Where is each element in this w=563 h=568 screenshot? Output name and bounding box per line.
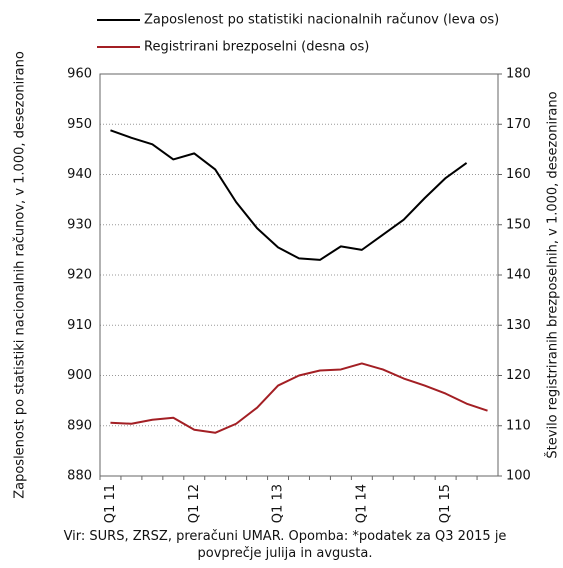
y2-tick-label: 120 <box>506 368 531 383</box>
y-tick-label: 950 <box>67 117 92 132</box>
y-tick-label: 940 <box>67 167 92 182</box>
y2-axis-label: Število registriranih brezposelnih, v 1.… <box>545 91 561 458</box>
y2-tick-label: 140 <box>506 268 531 283</box>
plot-frame <box>99 73 499 477</box>
x-tick-label: Q1 13 <box>271 484 286 523</box>
y2-tick-label: 130 <box>506 318 531 333</box>
y2-tick-label: 110 <box>506 418 531 433</box>
legend-label: Zaposlenost po statistiki nacionalnih ra… <box>144 13 499 28</box>
x-tick-label: Q1 12 <box>187 484 202 523</box>
x-tick-label: Q1 14 <box>354 484 369 523</box>
series-line <box>110 129 468 261</box>
y-tick-label: 890 <box>67 418 92 433</box>
x-tick-label: Q1 15 <box>438 484 453 523</box>
legend-label: Registrirani brezposelni (desna os) <box>144 40 369 55</box>
y2-tick-label: 150 <box>506 217 531 232</box>
y-tick-label: 900 <box>67 368 92 383</box>
y2-tick-label: 160 <box>506 167 531 182</box>
y2-tick-label: 170 <box>506 117 531 132</box>
x-tick-label: Q1 11 <box>103 484 118 523</box>
y-tick-label: 920 <box>67 268 92 283</box>
y-tick-label: 880 <box>67 469 92 484</box>
y-axis-label: Zaposlenost po statistiki nacionalnih ra… <box>13 51 28 499</box>
y2-tick-label: 100 <box>506 469 531 484</box>
y-tick-label: 960 <box>67 67 92 82</box>
source-note: Vir: SURS, ZRSZ, preračuni UMAR. Opomba:… <box>63 529 507 561</box>
y-tick-label: 930 <box>67 217 92 232</box>
y-tick-label: 910 <box>67 318 92 333</box>
series-line <box>110 362 488 434</box>
chart: 880 890 900 910 920 930 940 950 960 100 110 120 130 1… <box>13 13 561 524</box>
y2-tick-label: 180 <box>506 67 531 82</box>
